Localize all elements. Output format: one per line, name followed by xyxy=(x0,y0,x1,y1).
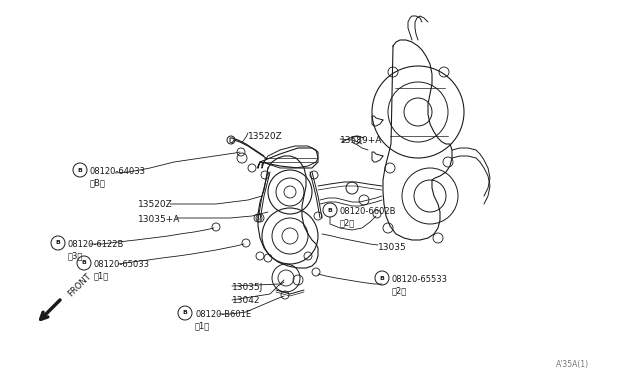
Text: B: B xyxy=(81,260,86,266)
Text: 13035+A: 13035+A xyxy=(138,215,180,224)
Text: 13035J: 13035J xyxy=(232,283,264,292)
Text: FRONT: FRONT xyxy=(66,272,93,298)
Text: B: B xyxy=(380,276,385,280)
Text: B: B xyxy=(328,208,332,212)
Text: （2）: （2） xyxy=(392,286,407,295)
Text: （2）: （2） xyxy=(340,218,355,227)
Text: 08120-65033: 08120-65033 xyxy=(94,260,150,269)
Text: 13589+A: 13589+A xyxy=(340,136,382,145)
Text: 08120-6602B: 08120-6602B xyxy=(340,207,397,216)
Text: （1）: （1） xyxy=(94,271,109,280)
Text: （B）: （B） xyxy=(90,178,106,187)
Text: A'35A(1): A'35A(1) xyxy=(556,360,589,369)
Text: 13520Z: 13520Z xyxy=(138,200,173,209)
Text: 13520Z: 13520Z xyxy=(248,132,283,141)
Text: 13035: 13035 xyxy=(378,243,407,252)
Text: （1）: （1） xyxy=(195,321,211,330)
Text: B: B xyxy=(56,241,60,246)
Text: （3）: （3） xyxy=(68,251,83,260)
Text: 08120-65533: 08120-65533 xyxy=(392,275,448,284)
Text: 08120-B601E: 08120-B601E xyxy=(195,310,251,319)
Text: B: B xyxy=(182,311,188,315)
Text: B: B xyxy=(77,167,83,173)
Text: 08120-64033: 08120-64033 xyxy=(90,167,146,176)
Text: 08120-6122B: 08120-6122B xyxy=(68,240,124,249)
Text: 13042: 13042 xyxy=(232,296,260,305)
